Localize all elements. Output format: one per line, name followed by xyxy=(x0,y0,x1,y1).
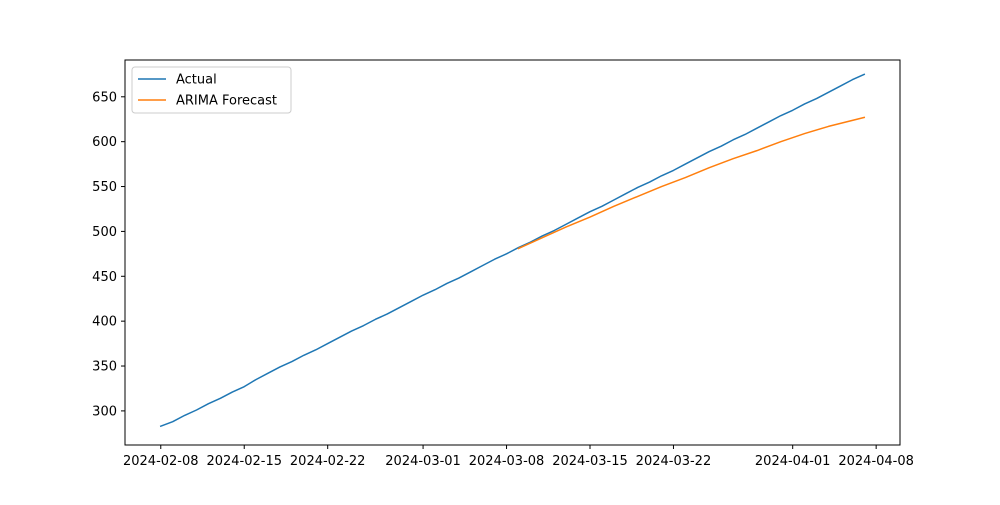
x-tick-label: 2024-02-15 xyxy=(206,454,282,469)
x-tick-label: 2024-03-22 xyxy=(636,454,712,469)
legend-box xyxy=(131,66,292,114)
y-tick-label: 550 xyxy=(92,180,117,195)
series-lines xyxy=(159,73,866,428)
series-line-actual xyxy=(159,73,866,428)
y-tick-label: 500 xyxy=(92,225,117,240)
legend-label: ARIMA Forecast xyxy=(176,94,277,109)
y-axis-ticks: 300 350 400 450 500 550 600 650 xyxy=(92,90,125,419)
plot-frame xyxy=(124,59,901,446)
x-tick-label: 2024-02-22 xyxy=(290,454,366,469)
x-tick-label: 2024-02-08 xyxy=(123,454,199,469)
legend-label: Actual xyxy=(176,73,217,88)
x-tick-label: 2024-03-01 xyxy=(385,454,461,469)
y-tick-label: 600 xyxy=(92,135,117,150)
x-tick-label: 2024-04-08 xyxy=(838,454,914,469)
y-tick-label: 650 xyxy=(92,90,117,105)
y-tick-label: 450 xyxy=(92,270,117,285)
legend: Actual ARIMA Forecast xyxy=(131,66,292,114)
y-tick-label: 400 xyxy=(92,315,117,330)
x-tick-label: 2024-03-15 xyxy=(552,454,628,469)
y-tick-label: 300 xyxy=(92,404,117,419)
x-tick-label: 2024-03-08 xyxy=(469,454,545,469)
series-line-forecast xyxy=(517,116,866,250)
y-tick-label: 350 xyxy=(92,360,117,375)
x-tick-label: 2024-04-01 xyxy=(755,454,831,469)
x-axis-ticks: 2024-02-08 2024-02-15 2024-02-22 2024-03-01… xyxy=(123,445,914,469)
